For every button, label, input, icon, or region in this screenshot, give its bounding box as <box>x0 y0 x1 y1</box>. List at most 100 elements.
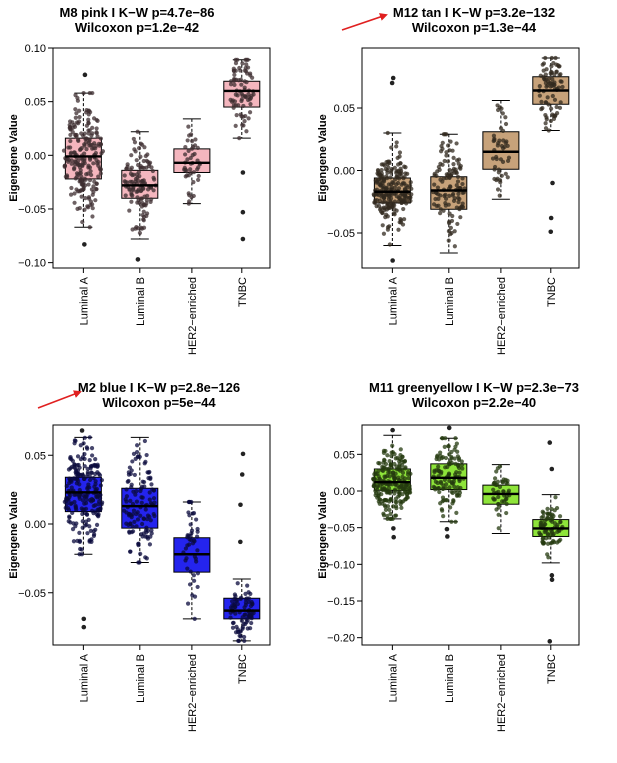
data-point <box>141 178 146 183</box>
y-tick-label: −0.05 <box>18 588 46 600</box>
data-point <box>83 519 89 524</box>
data-point <box>545 552 550 557</box>
data-point <box>91 184 96 189</box>
data-point <box>246 92 251 97</box>
data-point <box>390 470 396 476</box>
data-point <box>98 507 103 512</box>
data-point <box>553 495 558 500</box>
data-point <box>89 470 94 476</box>
data-point <box>92 484 97 489</box>
data-point <box>131 136 136 142</box>
data-point <box>139 484 145 489</box>
data-point <box>128 549 133 554</box>
x-tick-label: Luminal A <box>387 276 399 325</box>
data-point <box>145 470 150 475</box>
data-point <box>385 170 390 175</box>
data-point <box>141 516 146 521</box>
data-point <box>545 506 550 512</box>
data-point <box>460 176 465 181</box>
data-point <box>130 524 135 529</box>
box-group-tnbc: TNBC <box>223 451 261 684</box>
data-point <box>94 522 100 528</box>
data-point <box>399 483 404 488</box>
data-point <box>134 225 139 230</box>
y-axis-label: Eigengene Value <box>317 491 329 578</box>
data-point <box>551 113 556 118</box>
x-tick-label: Luminal B <box>135 277 147 326</box>
plot-frame <box>361 424 580 646</box>
data-point <box>381 231 387 236</box>
data-point <box>445 464 450 470</box>
data-point <box>86 117 91 122</box>
data-point <box>394 169 399 174</box>
box-group-her2-enriched: HER2−enriched <box>482 464 520 732</box>
data-point <box>393 496 399 501</box>
data-point <box>491 487 496 492</box>
data-point <box>73 133 78 138</box>
data-point <box>492 497 497 502</box>
data-point <box>454 141 459 146</box>
data-point <box>501 499 507 504</box>
data-point <box>490 156 496 161</box>
data-point <box>78 546 83 552</box>
data-point <box>246 599 251 605</box>
data-point <box>139 500 144 505</box>
data-point <box>405 495 410 500</box>
box-iqr <box>482 131 520 170</box>
data-point <box>376 499 381 504</box>
data-point <box>550 93 555 99</box>
y-axis-label: Eigengene Value <box>317 114 329 201</box>
data-point <box>493 476 498 481</box>
data-point <box>543 522 548 527</box>
data-point <box>196 177 201 182</box>
data-point <box>504 480 509 485</box>
data-point <box>186 124 191 129</box>
data-point <box>241 103 246 109</box>
data-point <box>188 569 193 574</box>
data-point <box>196 173 201 179</box>
data-point <box>194 559 199 564</box>
data-point <box>98 142 103 147</box>
data-point <box>80 507 86 512</box>
data-point <box>441 208 446 213</box>
data-points <box>536 55 565 133</box>
x-tick-label: TNBC <box>546 277 558 307</box>
data-point <box>385 513 390 519</box>
data-point <box>386 165 391 170</box>
data-point <box>91 503 96 509</box>
data-point <box>87 458 92 463</box>
data-point <box>455 449 460 454</box>
data-point <box>188 522 193 527</box>
data-point <box>453 488 458 493</box>
data-point <box>126 522 131 527</box>
data-point <box>98 136 103 141</box>
data-point <box>191 511 197 516</box>
data-point <box>70 527 76 532</box>
data-point <box>448 225 453 231</box>
data-point <box>132 472 137 478</box>
data-point <box>376 468 381 473</box>
data-point <box>151 488 157 493</box>
data-point <box>400 222 406 227</box>
data-point <box>385 162 390 167</box>
data-point <box>500 146 506 151</box>
data-point <box>506 155 512 160</box>
data-point <box>558 100 563 105</box>
data-point <box>68 138 73 144</box>
data-point <box>77 114 82 120</box>
data-point <box>143 507 148 512</box>
data-point <box>500 111 505 116</box>
data-point <box>77 530 82 536</box>
data-point <box>438 453 443 459</box>
data-point <box>386 490 391 495</box>
data-point <box>185 566 190 571</box>
data-point <box>151 511 156 517</box>
data-point <box>95 494 101 499</box>
data-point <box>403 465 408 470</box>
data-point <box>234 113 239 118</box>
data-point <box>75 538 80 543</box>
data-point <box>496 502 501 507</box>
data-point <box>136 170 141 175</box>
data-point <box>384 174 389 179</box>
